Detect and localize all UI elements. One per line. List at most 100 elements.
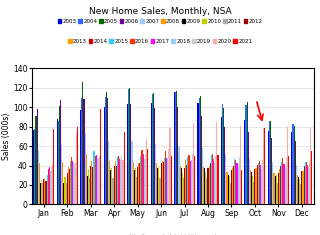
Bar — [128, 89, 129, 204]
Bar — [301, 171, 302, 204]
Bar — [257, 164, 258, 204]
Bar — [198, 98, 200, 204]
Bar — [36, 109, 38, 204]
Bar — [116, 165, 117, 204]
Bar — [248, 132, 249, 204]
Bar — [204, 168, 205, 204]
Bar — [34, 129, 36, 204]
Bar — [255, 168, 257, 204]
Bar — [272, 162, 273, 204]
Bar — [68, 168, 69, 204]
Bar — [298, 177, 299, 204]
Bar — [130, 104, 132, 204]
Bar — [134, 170, 135, 204]
Bar — [50, 171, 51, 204]
Bar — [159, 178, 161, 204]
Bar — [258, 163, 259, 204]
Bar — [233, 165, 234, 204]
Bar — [135, 168, 136, 204]
Bar — [150, 103, 152, 204]
Bar — [132, 162, 134, 204]
Bar — [111, 168, 112, 204]
Bar — [119, 159, 120, 204]
Bar — [188, 155, 189, 204]
Bar — [281, 162, 282, 204]
Bar — [231, 170, 232, 204]
Bar — [104, 107, 105, 204]
Bar — [225, 154, 227, 204]
Bar — [154, 108, 155, 204]
Bar — [181, 168, 182, 204]
Bar — [268, 131, 269, 204]
Bar — [215, 156, 216, 204]
Bar — [234, 159, 235, 204]
Bar — [164, 158, 165, 204]
Bar — [157, 168, 158, 204]
Bar — [168, 149, 169, 204]
Bar — [38, 150, 39, 204]
Bar — [207, 168, 209, 204]
Bar — [166, 158, 167, 204]
Bar — [269, 121, 270, 204]
Bar — [254, 169, 255, 204]
Y-axis label: Sales (000s): Sales (000s) — [2, 113, 11, 160]
Bar — [117, 157, 118, 204]
Bar — [209, 165, 210, 204]
Bar — [158, 168, 159, 204]
Bar — [75, 163, 76, 204]
Bar — [40, 183, 41, 204]
Bar — [120, 160, 121, 204]
Bar — [278, 173, 279, 204]
Bar — [167, 158, 168, 204]
Bar — [93, 151, 94, 204]
Bar — [33, 130, 34, 204]
Bar — [165, 151, 166, 204]
Bar — [127, 104, 128, 204]
Bar — [241, 170, 242, 204]
Bar — [176, 90, 177, 204]
Bar — [177, 107, 179, 204]
Bar — [44, 179, 45, 204]
Bar — [194, 156, 195, 204]
Bar — [260, 164, 261, 204]
Bar — [49, 168, 50, 204]
Bar — [175, 91, 176, 204]
Bar — [99, 156, 100, 204]
Bar — [192, 154, 193, 204]
Bar — [299, 179, 300, 204]
Bar — [64, 177, 66, 204]
Text: New Home Sales, Monthly, NSA: New Home Sales, Monthly, NSA — [89, 7, 231, 16]
Bar — [252, 176, 253, 204]
Bar — [59, 106, 60, 204]
Bar — [305, 162, 306, 204]
Bar — [46, 175, 48, 204]
Bar — [223, 108, 224, 204]
Bar — [279, 169, 280, 204]
Bar — [140, 156, 141, 204]
Bar — [228, 175, 229, 204]
Bar — [180, 165, 181, 204]
Bar — [94, 156, 96, 204]
Bar — [69, 169, 70, 204]
Bar — [141, 150, 143, 204]
Bar — [300, 184, 301, 204]
Bar — [88, 169, 89, 204]
Bar — [293, 125, 295, 204]
Bar — [221, 117, 222, 204]
Bar — [82, 82, 84, 204]
Bar — [161, 163, 162, 204]
Bar — [121, 156, 123, 204]
Bar — [232, 168, 233, 204]
Bar — [189, 161, 191, 204]
Bar — [105, 97, 106, 204]
Bar — [57, 119, 58, 204]
Bar — [250, 170, 251, 204]
Bar — [202, 148, 203, 204]
Bar — [295, 141, 296, 204]
Bar — [291, 132, 292, 204]
Bar — [277, 183, 278, 204]
Bar — [115, 161, 116, 204]
Bar — [63, 183, 64, 204]
Bar — [174, 91, 175, 204]
Bar — [145, 154, 146, 204]
